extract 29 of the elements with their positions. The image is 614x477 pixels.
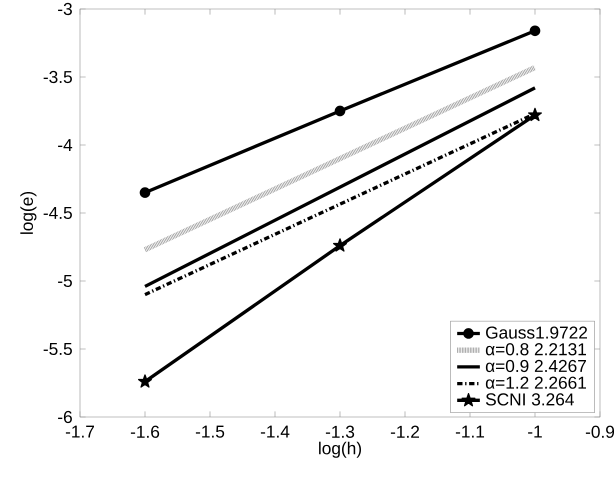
point <box>530 25 540 36</box>
x-tick-label: -1.4 <box>260 426 290 438</box>
x-tick-label: -1.2 <box>390 426 419 438</box>
legend-label: SCNI 3.264 <box>486 393 574 406</box>
x-tick-label: -0.9 <box>586 426 614 438</box>
x-axis-title: log(h) <box>319 442 361 458</box>
point <box>528 108 542 122</box>
y-axis-title: log(e) <box>20 192 36 234</box>
y-tick-label: -4 <box>58 139 72 151</box>
point <box>334 106 346 116</box>
x-tick-label: -1.7 <box>66 426 94 438</box>
x-tick-label: -1.5 <box>196 426 224 438</box>
x-tick-label: -1.3 <box>326 426 354 438</box>
y-tick-label: -5.5 <box>44 342 72 356</box>
y-tick-label: -6 <box>58 410 72 424</box>
legend-label: α=1.2 2.2661 <box>486 376 586 389</box>
point <box>138 374 152 388</box>
y-tick-label: -5 <box>58 274 72 288</box>
legend-label: α=0.8 2.2131 <box>486 343 586 356</box>
point <box>333 238 347 252</box>
x-tick-label: -1 <box>528 426 542 438</box>
x-tick-label: -1.1 <box>456 426 484 438</box>
legend-label: Gauss1.9722 <box>486 326 588 339</box>
legend-label: α=0.9 2.4267 <box>486 360 586 372</box>
point <box>140 187 150 198</box>
y-tick-label: -3.5 <box>44 70 72 84</box>
y-tick-label: -4.5 <box>44 206 72 220</box>
y-tick-label: -3 <box>58 2 72 16</box>
x-tick-label: -1.6 <box>130 426 160 438</box>
